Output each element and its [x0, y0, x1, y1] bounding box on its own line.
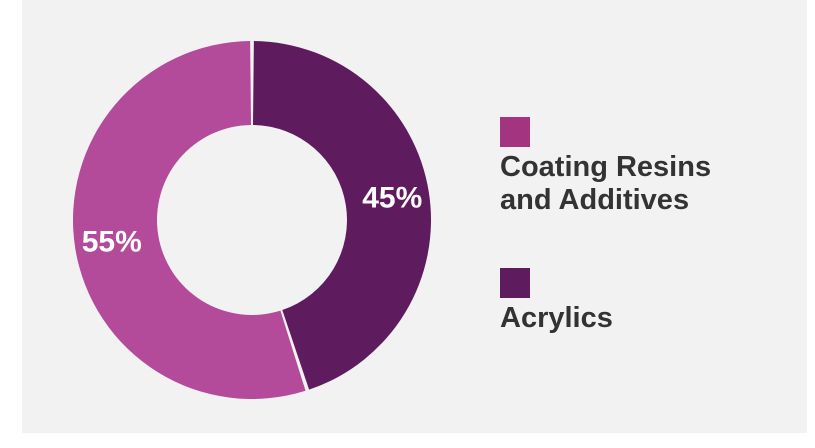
legend-swatch-acrylics [500, 268, 530, 298]
chart-panel: 45% 55% Coating Resins and Additives Acry… [22, 0, 807, 433]
legend-item-acrylics: Acrylics [500, 268, 613, 335]
donut-slice-coating [72, 41, 306, 399]
legend-swatch-coating-resins [500, 117, 530, 147]
donut-chart: 45% 55% [72, 41, 431, 399]
data-label-acrylics: 45% [362, 181, 422, 214]
legend-label-coating-resins: Coating Resins and Additives [500, 151, 712, 216]
data-label-coating: 55% [82, 226, 142, 259]
legend-item-coating-resins: Coating Resins and Additives [500, 117, 711, 217]
legend-label-acrylics: Acrylics [500, 302, 613, 334]
donut-slice-acrylics [252, 41, 431, 390]
